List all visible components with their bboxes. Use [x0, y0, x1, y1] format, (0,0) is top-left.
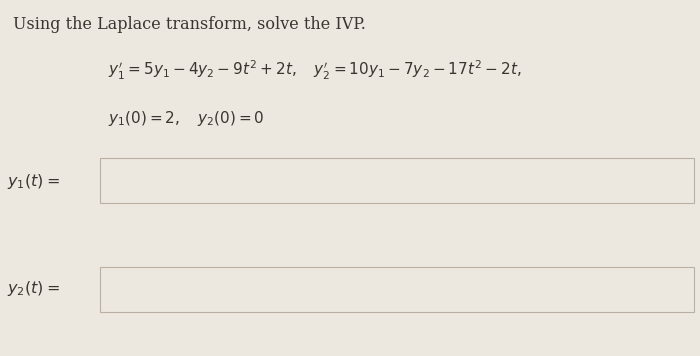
Text: $y_1(t) =$: $y_1(t) =$ [7, 172, 60, 191]
Text: $y_2(t) =$: $y_2(t) =$ [7, 279, 60, 298]
Text: Using the Laplace transform, solve the IVP.: Using the Laplace transform, solve the I… [13, 16, 365, 33]
FancyBboxPatch shape [100, 267, 694, 312]
Text: $y_1(0) = 2, \quad y_2(0) = 0$: $y_1(0) = 2, \quad y_2(0) = 0$ [108, 109, 265, 127]
FancyBboxPatch shape [100, 158, 694, 203]
Text: $y_1' = 5y_1 - 4y_2 - 9t^2 + 2t, \quad y_2' = 10y_1 - 7y_2 - 17t^2 - 2t,$: $y_1' = 5y_1 - 4y_2 - 9t^2 + 2t, \quad y… [108, 59, 522, 82]
